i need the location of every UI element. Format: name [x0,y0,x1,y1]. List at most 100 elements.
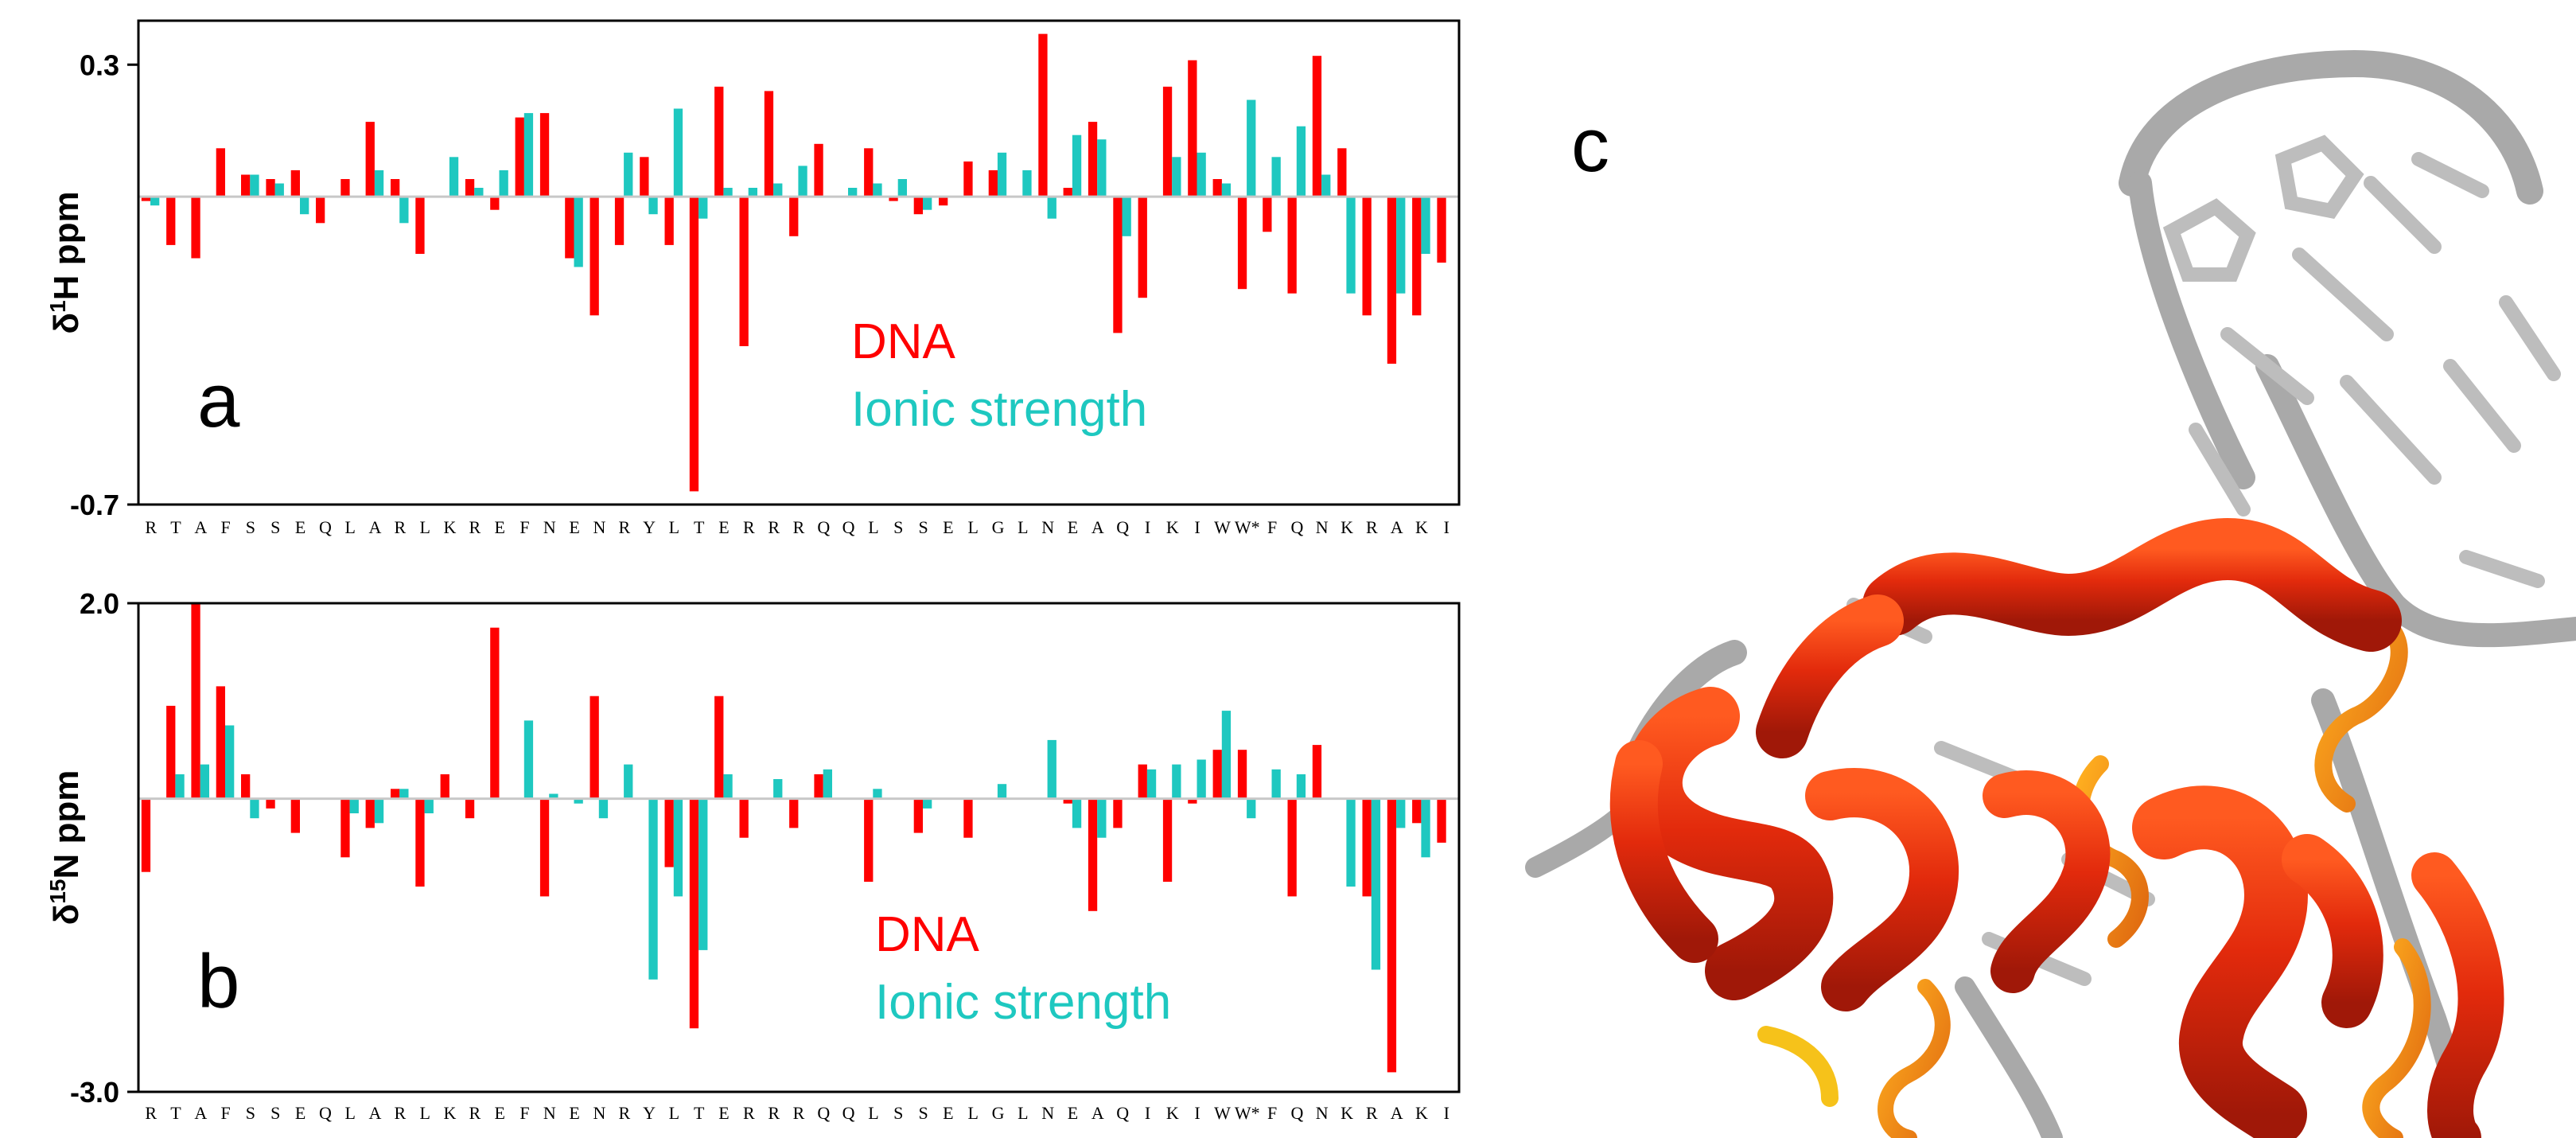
panel-b-residue-label-27: Q [817,1103,830,1123]
panel-b-residue-label-31: S [918,1103,928,1123]
panel-b-bar-dna-46 [1287,798,1297,897]
panel-a-residue-label-27: Q [817,517,830,537]
panel-b-residue-label-18: N [593,1103,605,1123]
panel-b-residue-label-30: S [893,1103,903,1123]
panel-b-y-axis-title: δ15N ppm [45,770,86,926]
panel-b-residue-label-20: Y [643,1103,656,1123]
panel-a-residue-label-14: E [494,517,504,537]
panel-b-residue-label-34: G [992,1103,1005,1123]
panel-a-residue-label-33: L [967,517,978,537]
panel-a-bar-ionic-38 [1097,139,1107,197]
panel-a-residue-label-8: L [344,517,355,537]
panel-a-bar-dna-13 [465,179,475,197]
panel-a-residue-label-47: N [1316,517,1329,537]
panel-b-bar-dna-1 [166,705,176,799]
panel-b-bar-ionic-17 [574,798,583,804]
panel-b-bar-dna-38 [1088,798,1098,911]
panel-a-bar-dna-30 [889,197,898,201]
panel-a-residue-label-42: I [1194,517,1200,537]
panel-a-residue-label-24: R [743,517,755,537]
panel-b-bar-ionic-3 [225,725,235,799]
panel-b-residue-label-32: E [943,1103,953,1123]
panel-b-bar-ionic-21 [673,798,683,897]
panel-a-bar-dna-40 [1138,197,1147,298]
panel-b-residue-label-22: T [694,1103,705,1123]
panel-a-residue-label-45: F [1267,517,1277,537]
panel-b-bar-ionic-51 [1421,798,1430,858]
panel-b-residue-label-9: A [369,1103,382,1123]
panel-a-residue-label-18: N [593,517,605,537]
panel-b-residue-label-42: I [1194,1103,1200,1123]
panel-b-y-tick-label-1: -3.0 [70,1076,119,1109]
panel-a-bar-dna-50 [1387,197,1397,364]
panel-a-bar-ionic-17 [574,197,583,267]
panel-a-residue-label-30: S [893,517,903,537]
panel-b-residue-label-44: W* [1235,1103,1260,1123]
panel-a-bar-dna-37 [1063,188,1072,197]
panel-b-bar-dna-40 [1138,764,1147,799]
panel-a-residue-label-2: A [194,517,207,537]
panel-b-residue-label-6: E [295,1103,305,1123]
panel-a-residue-label-38: A [1091,517,1104,537]
panel-b-residue-label-21: L [669,1103,679,1123]
panel-a-residue-label-35: L [1018,517,1028,537]
panel-a-bar-dna-1 [166,197,176,245]
panel-b-bar-dna-41 [1162,798,1173,882]
panel-a-bar-ionic-43 [1221,183,1232,197]
panel-b-bars [141,603,1446,1073]
panel-a-bar-ionic-14 [499,170,508,197]
panel-a-bar-ionic-23 [723,188,733,197]
panel-a-legend-dna: DNA [851,314,956,369]
panel-b-bar-dna-47 [1312,745,1322,799]
panel-a-bar-ionic-0 [150,197,160,206]
panel-a-residue-label-41: K [1166,517,1179,537]
panel-a-residue-label-7: Q [319,517,332,537]
panel-b-bar-ionic-15 [523,720,534,799]
panel-a-bar-ionic-6 [300,197,309,215]
panel-a-bar-dna-45 [1263,197,1272,232]
panel-a-bar-dna-17 [565,197,574,259]
panel-a-bar-ionic-35 [1022,170,1032,197]
panel-a-residue-label-23: E [718,517,729,537]
panel-b-residue-label-36: N [1041,1103,1054,1123]
panel-a-bar-ionic-42 [1197,152,1206,197]
panel-b-bar-dna-29 [864,798,874,882]
panel-b-bar-ionic-38 [1097,798,1107,838]
panel-a-bar-ionic-45 [1271,157,1281,197]
panel-a-bar-ionic-12 [449,157,459,197]
panel-a-bar-dna-16 [539,113,550,197]
panel-a-y-ticks: 0.3 -0.7 [70,49,138,521]
panel-b-bar-dna-9 [365,798,375,828]
panel-a-bar-dna-3 [216,148,225,197]
panel-b-bar-dna-39 [1113,798,1123,828]
panel-b-residue-label-46: Q [1290,1103,1303,1123]
panel-b-bar-ionic-41 [1172,764,1181,799]
panel-b-bar-dna-42 [1188,798,1197,804]
panel-a-residue-label-13: R [469,517,481,537]
panel-b-y-ticks: 2.0 -3.0 [70,587,138,1109]
panel-b-residue-label-35: L [1018,1103,1028,1123]
panel-a-bar-ionic-41 [1172,157,1181,197]
panel-a-bar-dna-52 [1437,197,1446,263]
panel-a-bar-ionic-9 [374,170,384,197]
panel-b-bar-dna-13 [465,798,475,819]
panel-a-bar-ionic-4 [250,174,259,197]
panel-b-residue-label-24: R [743,1103,755,1123]
panel-b-legend-dna: DNA [875,907,980,962]
panel-b-residue-label-10: R [395,1103,407,1123]
panel-a-bar-dna-47 [1312,56,1322,197]
panel-a-bar-ionic-19 [624,152,633,197]
panel-b-residue-label-29: L [868,1103,878,1123]
panel-b-residue-label-28: Q [842,1103,855,1123]
panel-a-residue-label-52: I [1444,517,1449,537]
panel-b-residue-label-3: F [220,1103,230,1123]
panel-a-y-tick-label-0: 0.3 [80,49,119,81]
panel-a-bar-ionic-30 [897,179,907,197]
panel-b-bar-dna-6 [290,798,300,833]
panel-b-residue-label-5: S [270,1103,280,1123]
panel-c-structure-model: c [1525,49,2576,1138]
panel-a-bar-ionic-50 [1396,197,1406,294]
panel-b-bar-ionic-31 [923,798,932,809]
